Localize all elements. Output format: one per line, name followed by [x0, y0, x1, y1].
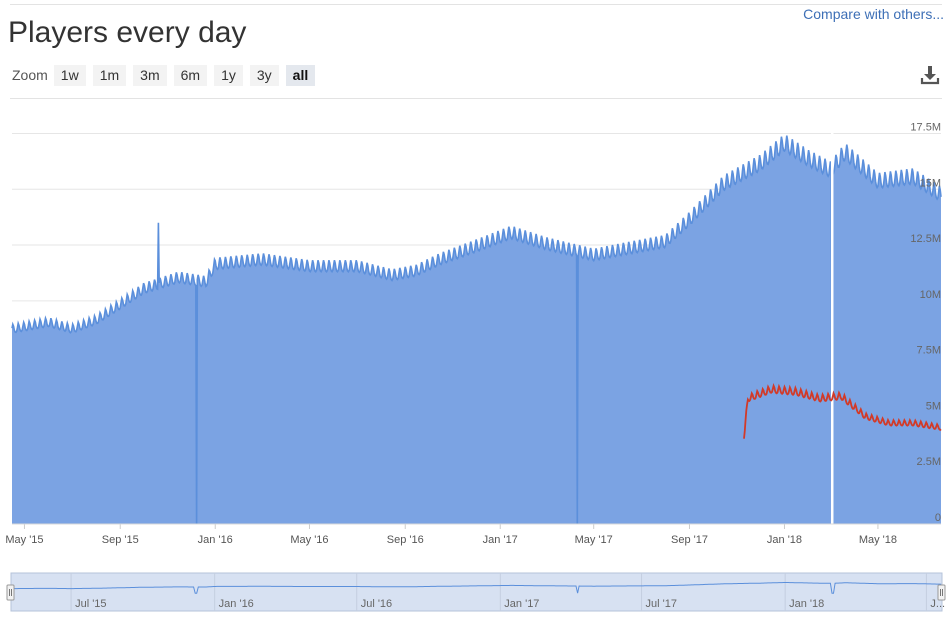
y-tick-label: 7.5M — [917, 345, 941, 357]
y-tick-label: 12.5M — [910, 233, 941, 245]
compare-link[interactable]: Compare with others... — [803, 6, 944, 22]
y-tick-label: 15M — [920, 177, 941, 189]
y-tick-label: 5M — [926, 400, 941, 412]
navigator-tick-label: Jan '17 — [504, 598, 539, 610]
y-tick-label: 10M — [920, 289, 941, 301]
navigator-series-line — [11, 582, 942, 594]
download-icon — [920, 66, 940, 85]
y-tick-label: 2.5M — [917, 456, 941, 468]
navigator-tick-label: Jan '18 — [789, 598, 824, 610]
zoom-1w-button[interactable]: 1w — [53, 64, 86, 86]
y-tick-label: 0 — [935, 512, 941, 524]
page-title: Players every day — [8, 16, 247, 49]
x-tick-label: Sep '15 — [102, 534, 139, 546]
zoom-3y-button[interactable]: 3y — [249, 64, 279, 86]
series-main-area — [12, 135, 941, 524]
x-tick-label: Sep '17 — [671, 534, 708, 546]
navigator-tick-label: Jul '15 — [75, 598, 106, 610]
x-tick-label: Jan '17 — [483, 534, 518, 546]
x-tick-label: Sep '16 — [387, 534, 424, 546]
top-divider — [10, 4, 942, 5]
download-button[interactable] — [919, 64, 941, 86]
x-tick-label: May '15 — [5, 534, 43, 546]
navigator-left-handle[interactable] — [6, 584, 15, 601]
zoom-1m-button[interactable]: 1m — [92, 64, 127, 86]
navigator-grid — [70, 573, 927, 611]
players-chart[interactable]: 0 2.5M 5M 7.5M 10M 12.5M 15M 17.5M May '15 Sep '… — [0, 100, 948, 555]
series-lines — [11, 124, 942, 525]
zoom-all-button[interactable]: all — [285, 64, 316, 86]
x-tick-label: May '18 — [859, 534, 897, 546]
zoom-toolbar: Zoom 1w 1m 3m 6m 1y 3y all — [12, 64, 322, 86]
series-main-line — [11, 135, 942, 525]
series-gap — [830, 124, 834, 524]
x-tick-label: May '17 — [575, 534, 613, 546]
navigator-tick-label: Jul '16 — [361, 598, 392, 610]
navigator-tick-label: Jan '16 — [219, 598, 254, 610]
series-area — [12, 135, 941, 524]
zoom-label: Zoom — [12, 67, 48, 83]
series-secondary-line — [743, 382, 942, 439]
y-tick-label: 17.5M — [910, 121, 941, 133]
zoom-3m-button[interactable]: 3m — [133, 64, 167, 86]
navigator-axis-labels: Jul '15 Jan '16 Jul '16 Jan '17 Jul '17 Jan '… — [75, 598, 945, 610]
zoom-1y-button[interactable]: 1y — [214, 64, 243, 86]
x-tick-label: May '16 — [290, 534, 328, 546]
header-divider — [10, 98, 942, 99]
x-tick-label: Jan '18 — [767, 534, 802, 546]
x-tick-label: Jan '16 — [198, 534, 233, 546]
y-axis-labels: 0 2.5M 5M 7.5M 10M 12.5M 15M 17.5M — [910, 121, 941, 524]
navigator-tick-label: J... — [930, 598, 945, 610]
zoom-6m-button[interactable]: 6m — [173, 64, 208, 86]
navigator-tick-label: Jul '17 — [646, 598, 677, 610]
navigator[interactable]: Jul '15 Jan '16 Jul '16 Jan '17 Jul '17 Jan '… — [0, 570, 948, 619]
navigator-right-handle[interactable] — [937, 584, 946, 601]
x-axis-labels: May '15 Sep '15 Jan '16 May '16 Sep '16 Jan '… — [5, 523, 941, 546]
